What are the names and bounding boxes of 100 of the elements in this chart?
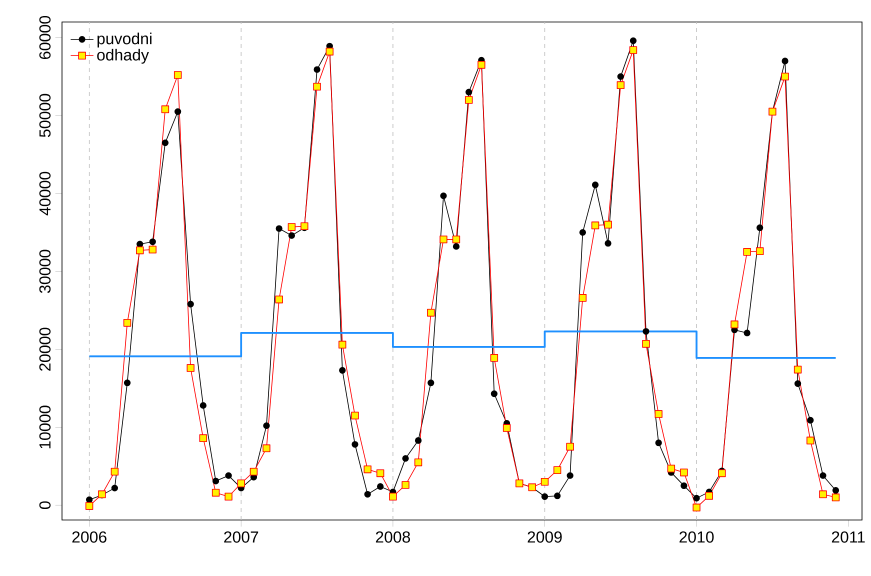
point (667, 464, 676, 472)
point (428, 380, 434, 386)
point (174, 71, 182, 79)
point (579, 229, 586, 236)
y-tick-label: 0 (39, 501, 51, 510)
point (832, 487, 840, 494)
point (414, 437, 422, 444)
point (654, 410, 662, 418)
point (730, 320, 738, 328)
y-tick-label: 60000 (39, 16, 51, 60)
point (225, 472, 232, 479)
point (630, 37, 637, 44)
point (680, 482, 688, 490)
point (806, 436, 814, 444)
x-tick-label: 2010 (680, 531, 714, 543)
y-tick-label: 40000 (39, 172, 51, 216)
point (452, 236, 460, 244)
point (237, 480, 245, 488)
x-tick-label: 2008 (376, 531, 410, 543)
point (756, 247, 764, 255)
point (123, 318, 132, 327)
point (389, 492, 397, 500)
point (756, 224, 764, 232)
point (466, 88, 472, 96)
point (692, 504, 700, 512)
point (288, 223, 296, 231)
point (162, 139, 169, 146)
point (591, 222, 600, 230)
point (224, 492, 232, 500)
point (200, 402, 207, 409)
point (314, 66, 320, 73)
point (85, 502, 94, 510)
point (402, 455, 409, 462)
point (566, 472, 574, 479)
point (161, 105, 170, 114)
y-tick-label: 50000 (39, 94, 51, 138)
point (464, 96, 473, 104)
point (199, 434, 208, 442)
point (794, 380, 802, 387)
point (351, 412, 359, 420)
point (376, 469, 384, 478)
point (604, 240, 612, 247)
point (427, 308, 435, 317)
point (212, 478, 220, 484)
point (705, 492, 714, 500)
point (540, 478, 549, 486)
point (629, 46, 638, 54)
point (352, 441, 358, 448)
point (617, 73, 624, 80)
point (364, 490, 371, 498)
legend-label: puvodni (98, 32, 152, 48)
point (478, 61, 486, 69)
point (136, 240, 144, 248)
point (326, 48, 334, 56)
point (541, 493, 548, 500)
point (554, 492, 561, 500)
point (604, 220, 612, 228)
point (288, 232, 296, 239)
point (186, 364, 194, 372)
point (276, 225, 282, 232)
point (86, 496, 93, 504)
point (490, 390, 498, 398)
point (718, 469, 726, 478)
point (338, 340, 346, 349)
point (553, 466, 562, 474)
point (440, 236, 448, 244)
point (490, 354, 498, 362)
point (110, 468, 119, 476)
point (642, 340, 650, 348)
point (364, 465, 372, 474)
point (136, 246, 144, 254)
point (148, 246, 156, 254)
point (807, 416, 814, 424)
point (452, 243, 460, 250)
point (642, 328, 650, 335)
point (693, 494, 700, 502)
point (263, 422, 270, 430)
point (187, 300, 194, 308)
point (578, 294, 587, 302)
point (275, 296, 283, 304)
y-tick-label: 20000 (39, 328, 51, 371)
point (832, 494, 840, 502)
y-tick-label: 10000 (39, 406, 51, 448)
point (440, 192, 447, 200)
x-tick-label: 2011 (832, 531, 865, 543)
point (616, 81, 625, 89)
point (402, 481, 410, 489)
point (592, 182, 599, 188)
point (339, 367, 346, 374)
point (781, 72, 789, 80)
point (782, 58, 788, 64)
point (655, 440, 662, 446)
point (262, 444, 270, 452)
point (212, 488, 220, 497)
point (174, 108, 182, 115)
x-tick-label: 2009 (528, 531, 562, 543)
legend-label: odhady (97, 48, 149, 64)
point (414, 458, 422, 466)
point (502, 424, 511, 432)
point (377, 483, 384, 490)
